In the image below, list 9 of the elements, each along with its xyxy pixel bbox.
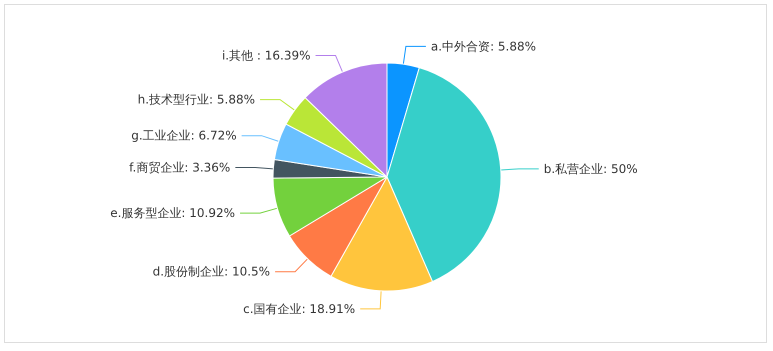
slice-label: g.工业企业: 6.72%: [131, 128, 237, 143]
slice-label: i.其他 : 16.39%: [222, 48, 311, 62]
slice-label: f.商贸企业: 3.36%: [129, 160, 230, 175]
slice-label: a.中外合资: 5.88%: [430, 39, 536, 54]
slice-label: d.股份制企业: 10.5%: [152, 264, 270, 279]
slice-label: c.国有企业: 18.91%: [243, 302, 356, 316]
slice-label: b.私营企业: 50%: [544, 162, 638, 176]
slice-label: e.服务型企业: 10.92%: [110, 206, 236, 220]
slice-label: h.技术型行业: 5.88%: [138, 92, 256, 107]
